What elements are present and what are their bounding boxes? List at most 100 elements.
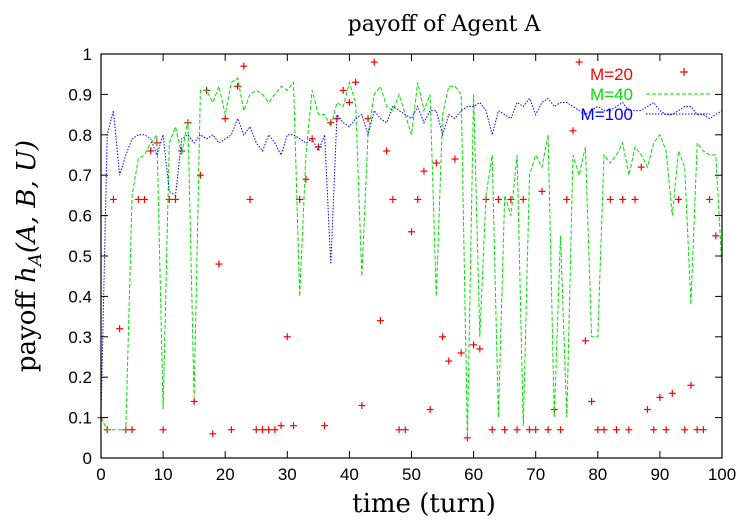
data-point [140,195,148,203]
y-tick-label: 0 [83,449,92,468]
series-line [100,77,723,438]
x-tick-label: 100 [708,465,736,484]
data-point [196,171,204,179]
data-point [432,159,440,167]
data-point [128,426,136,434]
data-point [209,430,217,438]
data-point [693,426,701,434]
data-point [637,163,645,171]
plot-area: 0 10 20 30 40 50 60 70 80 90 100 0 0.1 0.2 0.3 0.4 0.5 0.… [68,45,736,484]
data-point [258,426,266,434]
data-point [625,426,633,434]
data-point [451,155,459,163]
series-m-40 [100,77,723,438]
data-point [345,98,353,106]
data-point [619,195,627,203]
data-point [699,426,707,434]
data-point [588,397,596,405]
data-point [420,167,428,175]
data-point [215,260,223,268]
x-tick-label: 50 [402,465,421,484]
x-tick-label: 30 [278,465,297,484]
y-tick-label: 0.7 [68,166,92,185]
data-point [470,341,478,349]
data-point [109,195,117,203]
data-point [408,228,415,236]
data-point [445,357,453,365]
y-tick-label: 0.4 [68,287,92,306]
data-point [358,401,366,409]
x-tick-label: 40 [340,465,359,484]
data-point [575,58,583,66]
y-tick-label: 0.8 [68,126,92,145]
x-tick-label: 10 [154,465,173,484]
data-point [643,406,651,414]
data-point [147,147,155,155]
legend-label: M=100 [581,105,633,124]
data-point [352,78,360,86]
data-point [631,195,639,203]
data-point [240,62,248,70]
data-point [538,187,546,195]
data-point [321,422,329,430]
data-point [383,147,391,155]
y-tick-label: 0.6 [68,207,92,226]
data-point [612,426,620,434]
data-point [302,175,310,183]
series-m-100 [100,97,723,418]
data-point [227,426,235,434]
x-tick-label: 90 [650,465,669,484]
data-point [519,195,527,203]
y-label-prefix: payoff [12,283,42,372]
data-point [165,195,173,203]
data-point [395,426,403,434]
series-line [100,97,723,418]
data-point [650,426,658,434]
x-axis-label: time (turn) [352,489,496,519]
data-point [488,426,496,434]
data-point [116,325,124,333]
data-point [339,86,347,94]
x-tick-label: 60 [464,465,483,484]
data-point [476,345,484,353]
legend-label: M=40 [590,85,633,104]
data-point [513,426,521,434]
y-tick-label: 0.5 [68,247,92,266]
ticks-layer: 0 10 20 30 40 50 60 70 80 90 100 0 0.1 0.2 0.3 0.4 0.5 0.… [68,45,736,484]
y-label-args: (A, B, U) [12,140,42,253]
y-label-subscript: A [25,253,46,268]
data-point [439,333,447,341]
data-point [675,195,683,203]
data-point [190,397,198,405]
data-point [594,426,602,434]
data-point [544,426,552,434]
data-point [563,195,571,203]
x-tick-label: 0 [96,465,105,484]
series-layer [97,58,723,442]
data-point [501,426,509,434]
data-point [134,195,142,203]
data-point [290,422,298,430]
x-tick-label: 20 [216,465,235,484]
data-point [234,82,242,90]
data-point [271,426,279,434]
y-tick-label: 0.3 [68,328,92,347]
data-point [159,426,167,434]
data-point [494,195,502,203]
data-point [252,426,260,434]
data-point [662,426,670,434]
data-point [457,349,465,357]
data-point [370,58,378,66]
data-point [681,426,689,434]
data-point [376,317,384,325]
data-point [668,389,676,397]
data-point [532,426,540,434]
y-axis-label: payoff hA(A, B, U) [12,140,46,372]
data-point [507,195,515,203]
data-point [706,195,714,203]
data-point [426,406,434,414]
data-point [600,426,608,434]
y-label-h: h [12,266,42,283]
